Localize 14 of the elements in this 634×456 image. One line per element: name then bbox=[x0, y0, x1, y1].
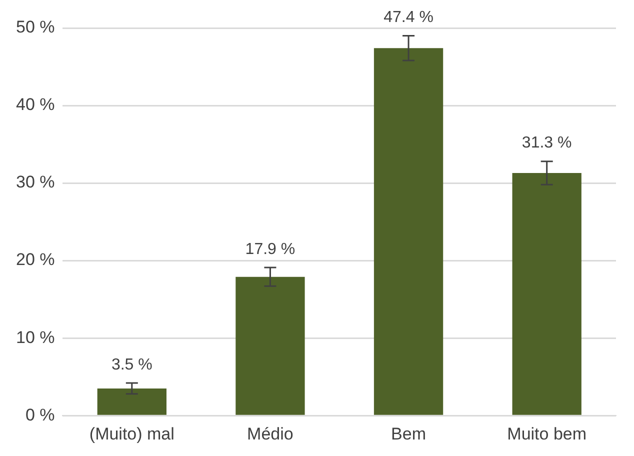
data-label: 3.5 % bbox=[111, 356, 152, 374]
y-tick-label: 30 % bbox=[16, 172, 55, 192]
y-tick-label: 50 % bbox=[16, 18, 55, 37]
data-label: 31.3 % bbox=[522, 134, 572, 152]
y-tick-label: 10 % bbox=[16, 328, 55, 347]
data-label: 17.9 % bbox=[245, 240, 296, 258]
data-label: 47.4 % bbox=[384, 9, 434, 26]
x-tick-label: Bem bbox=[391, 424, 426, 444]
x-tick-label: (Muito) mal bbox=[89, 424, 174, 444]
x-tick-label: Médio bbox=[247, 424, 294, 444]
x-tick-label: Muito bem bbox=[507, 424, 587, 444]
y-tick-label: 20 % bbox=[16, 250, 55, 270]
y-tick-label: 40 % bbox=[16, 95, 55, 114]
y-tick-label: 0 % bbox=[25, 405, 55, 424]
